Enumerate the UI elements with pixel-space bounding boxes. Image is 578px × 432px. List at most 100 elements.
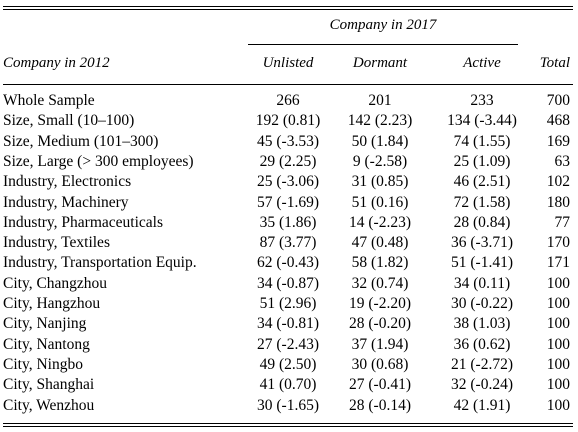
cell-unlisted: 51 (2.96) — [259, 295, 317, 312]
row-label: Industry, Textiles — [3, 234, 110, 252]
cell-active: 21 (-2.72) — [451, 355, 513, 373]
cell-active: 30 (-0.22) — [451, 295, 513, 312]
cell-unlisted: 30 (-1.65) — [257, 396, 319, 414]
table-row: Size, Medium (101–300) 45 (-3.53) 50 (1.84… — [0, 132, 578, 152]
cell-unlisted: 34 (-0.87) — [257, 274, 319, 292]
top-rule — [3, 6, 573, 7]
cell-unlisted: 87 (3.77) — [259, 234, 317, 252]
table-row: City, Hangzhou 51 (2.96) 19 (-2.20) 30 (-0.… — [0, 294, 578, 314]
cell-active: 32 (-0.24) — [451, 376, 513, 394]
cell-active: 233 — [470, 92, 494, 109]
group-header: Company in 2017 — [329, 17, 437, 33]
cell-dormant: 27 (-0.41) — [349, 376, 411, 394]
cell-total: 63 — [554, 152, 571, 170]
cell-unlisted: 35 (1.86) — [259, 213, 317, 231]
table-row: City, Ningbo 49 (2.50) 30 (0.68) 21 (-2.72)… — [0, 355, 578, 375]
cell-total: 77 — [554, 213, 571, 231]
cell-unlisted: 34 (-0.81) — [257, 315, 319, 333]
bottom-rule-second — [3, 426, 573, 427]
table-row: City, Nantong 27 (-2.43) 37 (1.94) 36 (0.62… — [0, 335, 578, 355]
cell-active: 134 (-3.44) — [447, 112, 517, 130]
cell-dormant: 31 (0.85) — [351, 173, 409, 191]
table-row: Industry, Transportation Equip. 62 (-0.43… — [0, 253, 578, 273]
row-label: City, Ningbo — [3, 355, 83, 373]
table-row: Industry, Textiles 87 (3.77) 47 (0.48) 36 (… — [0, 233, 578, 253]
cell-dormant: 30 (0.68) — [351, 355, 409, 373]
row-label: City, Shanghai — [3, 376, 95, 394]
cell-dormant: 19 (-2.20) — [349, 295, 411, 312]
cell-unlisted: 266 — [276, 92, 300, 109]
cell-total: 700 — [546, 92, 570, 109]
cell-unlisted: 27 (-2.43) — [257, 335, 319, 353]
cell-total: 102 — [546, 173, 570, 191]
row-label: City, Hangzhou — [3, 295, 101, 312]
cell-total: 100 — [546, 376, 570, 394]
cell-total: 180 — [546, 193, 570, 211]
row-label: City, Nanjing — [3, 315, 87, 333]
cell-dormant: 142 (2.23) — [347, 112, 413, 130]
table-row: Whole Sample 266 201 233 700 — [0, 91, 578, 111]
cell-active: 72 (1.58) — [453, 193, 511, 211]
row-label: City, Nantong — [3, 335, 90, 353]
cell-total: 100 — [546, 355, 570, 373]
group-span-rule — [248, 44, 518, 45]
column-header-unlisted: Unlisted — [262, 55, 314, 71]
cell-unlisted: 25 (-3.06) — [257, 173, 319, 191]
table-row: Size, Large (> 300 employees) 29 (2.25) 9 … — [0, 152, 578, 172]
cell-dormant: 9 (-2.58) — [352, 152, 408, 170]
cell-total: 169 — [546, 132, 570, 150]
table-row: City, Nanjing 34 (-0.81) 28 (-0.20) 38 (1.0… — [0, 314, 578, 334]
table-row: Industry, Machinery 57 (-1.69) 51 (0.16) 72… — [0, 193, 578, 213]
cell-unlisted: 192 (0.81) — [255, 112, 321, 130]
top-rule-second — [3, 9, 573, 10]
cell-total: 100 — [546, 295, 570, 312]
cell-active: 34 (0.11) — [453, 274, 511, 292]
row-label: City, Changzhou — [3, 274, 108, 292]
row-label: Whole Sample — [3, 92, 95, 109]
cell-total: 100 — [546, 315, 570, 333]
cell-unlisted: 45 (-3.53) — [257, 132, 319, 150]
bottom-rule — [3, 423, 573, 424]
cell-active: 51 (-1.41) — [451, 254, 513, 272]
cell-dormant: 37 (1.94) — [351, 335, 409, 353]
row-label: Industry, Electronics — [3, 173, 132, 191]
header-rule — [3, 84, 573, 85]
cell-total: 100 — [546, 274, 570, 292]
cell-dormant: 32 (0.74) — [351, 274, 409, 292]
row-label: Industry, Pharmaceuticals — [3, 213, 163, 231]
row-label: Industry, Machinery — [3, 193, 129, 211]
cell-active: 36 (-3.71) — [451, 234, 513, 252]
cell-unlisted: 62 (-0.43) — [257, 254, 319, 272]
cell-unlisted: 49 (2.50) — [259, 355, 317, 373]
cell-active: 36 (0.62) — [453, 335, 511, 353]
cell-dormant: 51 (0.16) — [351, 193, 409, 211]
cell-dormant: 47 (0.48) — [351, 234, 409, 252]
cell-dormant: 28 (-0.14) — [349, 396, 411, 414]
row-label: Size, Small (10–100) — [3, 112, 135, 130]
table-row: City, Wenzhou 30 (-1.65) 28 (-0.14) 42 (1.9… — [0, 396, 578, 416]
cell-unlisted: 41 (0.70) — [259, 376, 317, 394]
cell-active: 25 (1.09) — [453, 152, 511, 170]
cell-total: 100 — [546, 335, 570, 353]
column-header-dormant: Dormant — [352, 55, 408, 71]
cell-active: 28 (0.84) — [453, 213, 511, 231]
cell-active: 38 (1.03) — [453, 315, 511, 333]
column-header-active: Active — [463, 55, 501, 71]
cell-dormant: 50 (1.84) — [351, 132, 409, 150]
cell-total: 170 — [546, 234, 570, 252]
cell-dormant: 201 — [368, 92, 392, 109]
cell-total: 100 — [546, 396, 570, 414]
cell-active: 74 (1.55) — [453, 132, 511, 150]
cell-dormant: 28 (-0.20) — [349, 315, 411, 333]
table-row: City, Shanghai 41 (0.70) 27 (-0.41) 32 (-0.… — [0, 375, 578, 395]
row-header-label: Company in 2012 — [3, 55, 110, 71]
table-row: City, Changzhou 34 (-0.87) 32 (0.74) 34 (0.… — [0, 274, 578, 294]
row-label: City, Wenzhou — [3, 396, 95, 414]
table-row: Size, Small (10–100) 192 (0.81) 142 (2.23)… — [0, 111, 578, 131]
cell-total: 171 — [546, 254, 570, 272]
cell-active: 46 (2.51) — [453, 173, 511, 191]
cell-dormant: 58 (1.82) — [351, 254, 409, 272]
cell-unlisted: 57 (-1.69) — [257, 193, 319, 211]
table-row: Industry, Electronics 25 (-3.06) 31 (0.85)… — [0, 172, 578, 192]
cell-total: 468 — [546, 112, 570, 130]
